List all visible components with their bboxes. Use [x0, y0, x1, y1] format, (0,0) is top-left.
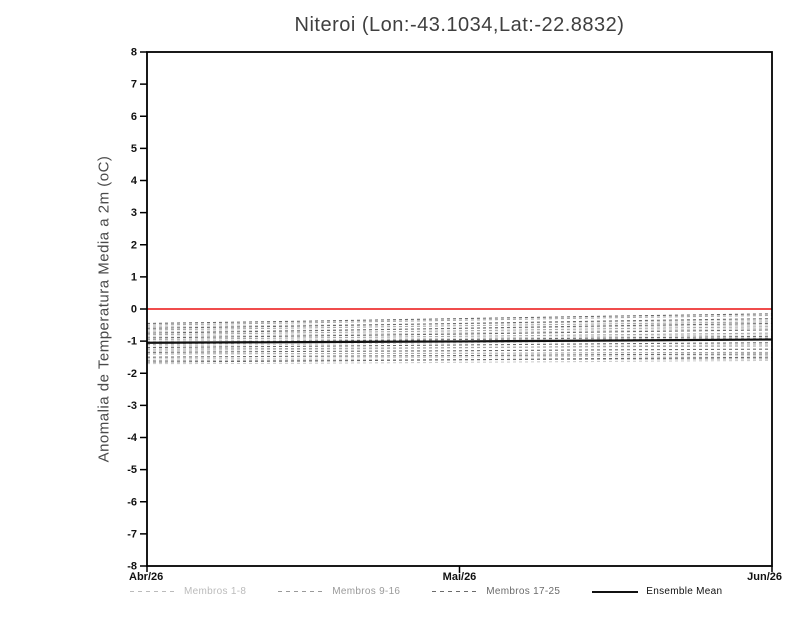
member-line	[146, 332, 773, 341]
member-line	[146, 313, 773, 325]
x-tick-label: Mai/26	[443, 571, 477, 583]
y-tick-label: 1	[131, 271, 137, 283]
y-tick-label: 5	[131, 143, 137, 155]
y-tick-label: -2	[127, 368, 137, 380]
member-line	[146, 334, 773, 342]
legend-label: Membros 1-8	[184, 586, 247, 597]
y-tick-label: 4	[131, 175, 138, 187]
member-line	[146, 326, 773, 336]
legend-item-membros-1-8: Membros 1-8	[130, 586, 246, 597]
y-tick-label: -7	[127, 528, 137, 540]
y-tick-label: 8	[131, 47, 137, 59]
member-line	[146, 314, 773, 326]
ensemble-mean-line	[146, 338, 773, 344]
legend-line-swatch	[278, 590, 325, 593]
member-line	[146, 356, 773, 363]
y-axis-label: Anomalia de Temperatura Media a 2m (oC)	[95, 155, 113, 463]
y-tick-label: -3	[127, 400, 137, 412]
member-line	[146, 353, 773, 358]
member-line	[146, 342, 773, 349]
x-tick-label: Abr/26	[129, 571, 163, 583]
chart-title: Niteroi (Lon:-43.1034,Lat:-22.8832)	[294, 14, 625, 36]
x-tick-label: Jun/26	[747, 571, 782, 583]
member-line	[146, 318, 773, 329]
legend-line-swatch	[130, 590, 176, 593]
y-tick-label: -5	[127, 464, 137, 476]
y-tick-label: 6	[131, 111, 137, 123]
legend-label: Ensemble Mean	[646, 586, 723, 597]
y-tick-label: 2	[131, 239, 137, 251]
legend-line-swatch	[432, 590, 479, 593]
y-tick-label: 3	[131, 207, 137, 219]
legend-label: Membros 17-25	[486, 586, 561, 597]
y-tick-label: 0	[131, 304, 137, 316]
legend: Membros 1-8 Membros 9-16 Membros 17-25 E…	[130, 586, 722, 597]
y-tick-label: -1	[127, 336, 137, 348]
plot-border	[146, 51, 773, 567]
member-line	[146, 348, 773, 353]
legend-item-membros-17-25: Membros 17-25	[432, 586, 560, 597]
member-line	[146, 327, 773, 337]
member-line	[146, 345, 773, 350]
member-line	[146, 329, 773, 339]
legend-item-membros-9-16: Membros 9-16	[278, 586, 400, 597]
member-line	[146, 359, 773, 365]
member-line	[146, 322, 773, 334]
y-tick-label: 7	[131, 79, 137, 91]
y-tick-label: -4	[127, 432, 138, 444]
member-line	[146, 355, 773, 360]
member-line	[146, 351, 773, 355]
legend-item-ensemble-mean: Ensemble Mean	[592, 586, 722, 597]
member-line	[146, 321, 773, 331]
member-line	[146, 338, 773, 347]
y-tick-label: -6	[127, 496, 137, 508]
legend-line-swatch	[592, 590, 639, 593]
y-tick-label: -8	[127, 561, 137, 573]
legend-label: Membros 9-16	[332, 586, 401, 597]
